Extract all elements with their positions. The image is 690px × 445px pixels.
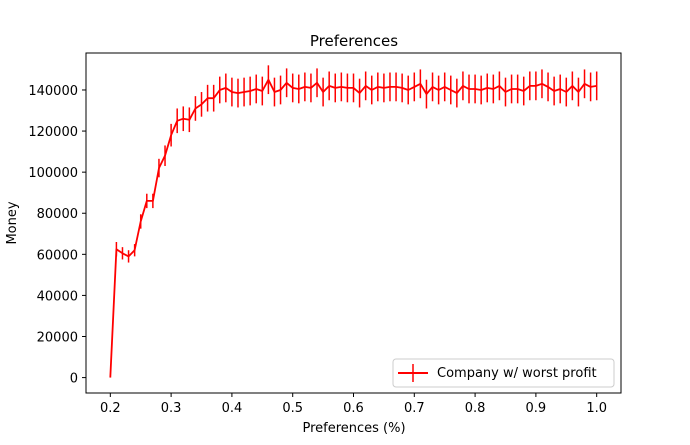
- y-tick-label: 20000: [37, 331, 78, 346]
- x-axis-label: Preferences (%): [302, 421, 405, 436]
- y-tick-label: 0: [70, 372, 78, 387]
- y-tick-label: 140000: [28, 84, 78, 99]
- x-tick-label: 0.8: [465, 401, 486, 416]
- x-tick-label: 1.0: [586, 401, 607, 416]
- chart-title: Preferences: [310, 32, 398, 50]
- x-tick-label: 0.9: [526, 401, 547, 416]
- y-tick-label: 120000: [28, 125, 78, 140]
- x-tick-label: 0.2: [100, 401, 121, 416]
- x-tick-label: 0.6: [343, 401, 364, 416]
- legend-box: [392, 358, 615, 388]
- y-tick-label: 80000: [37, 207, 78, 222]
- x-axis: 0.2 0.3 0.4 0.5 0.6 0.7 0.8 0.9 1.0: [100, 393, 607, 416]
- y-axis: 0 20000 40000 60000 80000 100000 120000 140000: [28, 84, 86, 387]
- x-tick-label: 0.3: [161, 401, 182, 416]
- y-tick-label: 40000: [37, 289, 78, 304]
- y-axis-label: Money: [5, 201, 20, 244]
- y-tick-label: 60000: [37, 248, 78, 263]
- x-tick-label: 0.5: [282, 401, 303, 416]
- x-tick-label: 0.4: [222, 401, 243, 416]
- y-tick-label: 100000: [28, 166, 78, 181]
- series-line: [109, 78, 597, 378]
- plot-area: [109, 65, 598, 378]
- legend: Company w/ worst profit: [392, 358, 615, 388]
- legend-series-label: Company w/ worst profit: [437, 366, 597, 381]
- x-tick-label: 0.7: [404, 401, 425, 416]
